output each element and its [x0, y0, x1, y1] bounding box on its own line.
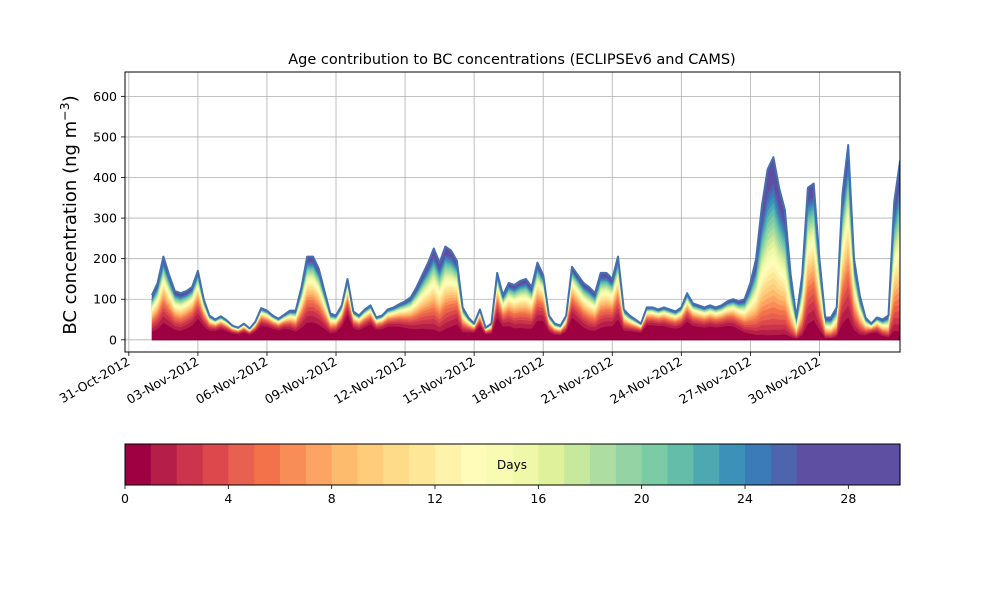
x-tick-label: 15-Nov-2012 [400, 354, 477, 407]
y-tick-label: 300 [93, 211, 117, 226]
chart-title: Age contribution to BC concentrations (E… [288, 52, 735, 68]
colorbar-swatch [331, 444, 359, 485]
x-tick-label: 09-Nov-2012 [262, 354, 339, 407]
x-tick-label: 21-Nov-2012 [538, 354, 615, 407]
x-tick-label: 31-Oct-2012 [57, 354, 133, 406]
y-axis-label-close: ) [60, 95, 81, 102]
y-axis: 0 100 200 300 400 500 600 [93, 89, 125, 347]
colorbar-swatch [228, 444, 255, 485]
colorbar-swatch [719, 444, 746, 485]
colorbar-swatch [383, 444, 410, 485]
colorbar-swatch [667, 444, 694, 485]
colorbar-tick-label: 12 [427, 491, 443, 506]
colorbar-swatch [254, 444, 281, 485]
y-tick-label: 100 [93, 292, 117, 307]
y-axis-label: BC concentration (ng m−3) [57, 95, 81, 334]
y-tick-label: 200 [93, 251, 117, 266]
x-tick-label: 24-Nov-2012 [607, 354, 684, 407]
x-tick-label: 12-Nov-2012 [331, 354, 408, 407]
y-axis-label-text: BC concentration (ng m [60, 121, 81, 335]
colorbar-swatch [615, 444, 643, 485]
colorbar-swatch [693, 444, 720, 485]
y-tick-label: 600 [93, 89, 117, 104]
x-tick-label: 06-Nov-2012 [193, 354, 270, 407]
colorbar-swatch [460, 444, 488, 485]
age-bin-area-10 [151, 243, 900, 340]
y-tick-label: 500 [93, 129, 117, 144]
colorbar-frame [124, 443, 901, 486]
colorbar-swatch [512, 444, 539, 485]
y-tick-label: 400 [93, 170, 117, 185]
colorbar-swatch [150, 444, 178, 485]
colorbar-tick-label: 28 [840, 491, 856, 506]
x-tick-label: 30-Nov-2012 [745, 354, 822, 407]
colorbar-swatch [125, 444, 152, 485]
colorbar-swatch [486, 444, 514, 485]
plot-frame [124, 71, 901, 353]
x-tick-label: 18-Nov-2012 [469, 354, 546, 407]
colorbar-swatch [770, 444, 798, 485]
colorbar-swatch [202, 444, 229, 485]
x-axis: 31-Oct-201203-Nov-201206-Nov-201209-Nov-… [57, 352, 823, 407]
colorbar-swatch [538, 444, 565, 485]
colorbar-swatch [796, 444, 824, 485]
age-contribution-areas [151, 145, 900, 340]
x-tick-label: 03-Nov-2012 [124, 354, 201, 407]
colorbar-swatch [564, 444, 591, 485]
colorbar-swatch [409, 444, 436, 485]
colorbar-swatch [280, 444, 307, 485]
x-tick-label: 27-Nov-2012 [676, 354, 753, 407]
colorbar-swatches [125, 444, 901, 485]
y-axis-label-exponent: −3 [57, 102, 72, 120]
age-bin-area-1 [151, 314, 900, 340]
colorbar: Days 0 4 8 12 16 20 24 28 [121, 443, 901, 506]
colorbar-tick-label: 4 [224, 491, 232, 506]
total-line [150, 144, 900, 330]
colorbar-swatch [874, 444, 901, 485]
colorbar-swatch [745, 444, 772, 485]
colorbar-tick-label: 0 [121, 491, 129, 506]
colorbar-swatch [590, 444, 617, 485]
colorbar-swatch [641, 444, 669, 485]
colorbar-tick-label: 8 [328, 491, 336, 506]
colorbar-swatch [822, 444, 849, 485]
colorbar-swatch [176, 444, 204, 485]
y-tick-label: 0 [109, 332, 117, 347]
colorbar-tick-label: 20 [634, 491, 650, 506]
colorbar-swatch [848, 444, 875, 485]
colorbar-tick-label: 16 [530, 491, 546, 506]
colorbar-label: Days [497, 458, 527, 472]
colorbar-swatch [357, 444, 384, 485]
colorbar-swatch [305, 444, 333, 485]
colorbar-tick-label: 24 [737, 491, 753, 506]
total-concentration-line [150, 144, 900, 341]
colorbar-swatch [435, 444, 462, 485]
colorbar-ticks: 0 4 8 12 16 20 24 28 [121, 485, 856, 506]
